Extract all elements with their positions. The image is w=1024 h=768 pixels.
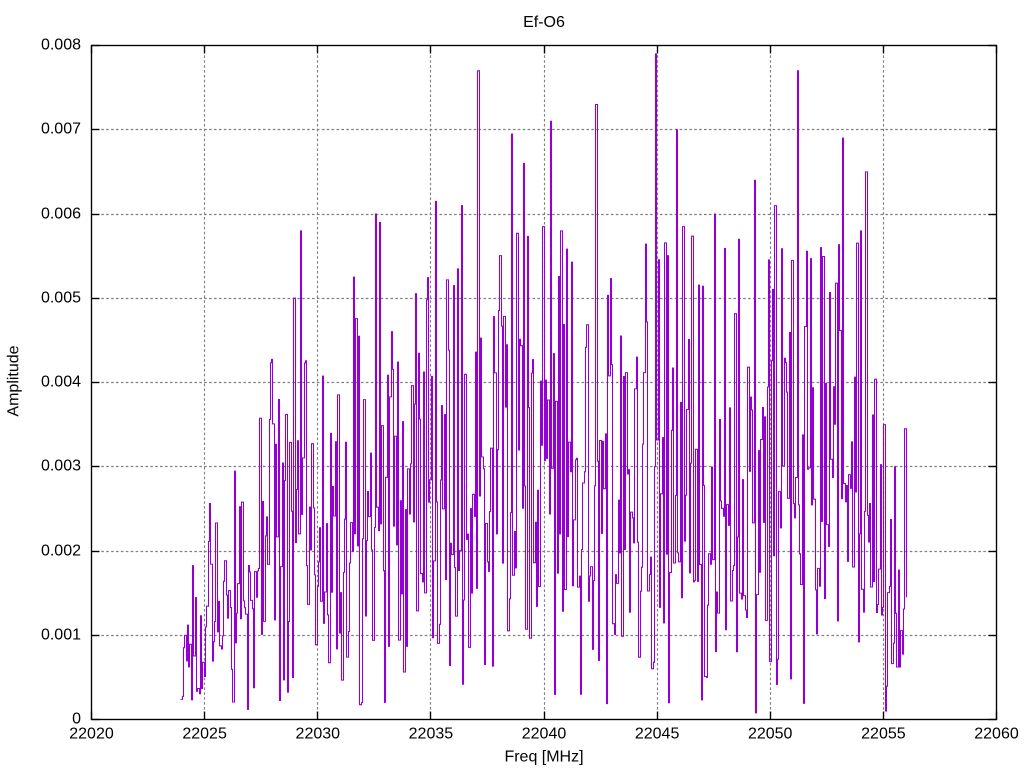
svg-text:22050: 22050	[748, 725, 793, 742]
svg-text:0.006: 0.006	[41, 205, 81, 222]
svg-text:22025: 22025	[182, 725, 227, 742]
svg-text:0.002: 0.002	[41, 542, 81, 559]
svg-text:Ef-O6: Ef-O6	[523, 14, 565, 31]
svg-text:0: 0	[72, 710, 81, 727]
svg-text:Freq [MHz]: Freq [MHz]	[504, 749, 583, 766]
svg-text:22045: 22045	[635, 725, 680, 742]
svg-text:0.004: 0.004	[41, 373, 81, 390]
svg-text:22020: 22020	[69, 725, 114, 742]
svg-text:Amplitude: Amplitude	[5, 345, 22, 416]
svg-text:22040: 22040	[522, 725, 567, 742]
svg-text:0.008: 0.008	[41, 36, 81, 53]
svg-text:0.007: 0.007	[41, 120, 81, 137]
svg-text:22060: 22060	[974, 725, 1019, 742]
svg-text:0.005: 0.005	[41, 289, 81, 306]
svg-text:22030: 22030	[296, 725, 341, 742]
svg-text:22055: 22055	[861, 725, 906, 742]
svg-text:0.001: 0.001	[41, 626, 81, 643]
svg-text:22035: 22035	[409, 725, 454, 742]
svg-text:0.003: 0.003	[41, 457, 81, 474]
